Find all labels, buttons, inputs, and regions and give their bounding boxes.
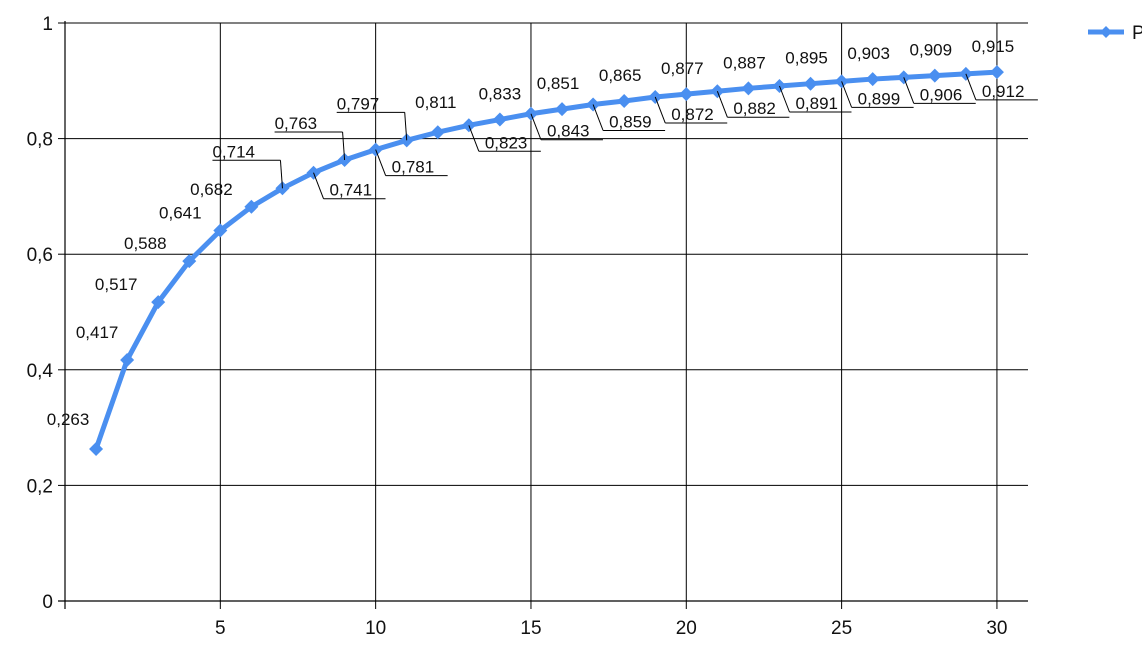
callout-leader bbox=[903, 77, 915, 104]
data-label: 0,872 bbox=[671, 105, 714, 124]
data-label: 0,763 bbox=[275, 114, 318, 133]
data-label: 0,682 bbox=[190, 180, 233, 199]
legend-label: P bbox=[1132, 23, 1142, 44]
data-label: 0,877 bbox=[661, 59, 704, 78]
data-label: 0,906 bbox=[920, 85, 963, 104]
x-tick-label: 20 bbox=[676, 618, 697, 639]
legend-marker bbox=[1100, 26, 1112, 38]
data-point bbox=[182, 254, 197, 269]
data-point bbox=[120, 352, 135, 367]
data-label: 0,641 bbox=[159, 204, 202, 223]
data-label: 0,741 bbox=[330, 181, 373, 200]
data-label: 0,797 bbox=[337, 94, 380, 113]
callout-leader bbox=[965, 73, 977, 101]
data-label: 0,895 bbox=[785, 49, 828, 68]
data-label: 0,714 bbox=[212, 142, 255, 161]
axes: 00,20,40,60,815 10 15 20 25 30 bbox=[27, 14, 1028, 639]
callout-leader bbox=[313, 172, 324, 199]
data-label: 0,865 bbox=[599, 66, 642, 85]
callout-leader bbox=[716, 91, 728, 118]
x-tick-label: 10 bbox=[365, 618, 386, 639]
data-label: 0,899 bbox=[858, 89, 901, 108]
data-point bbox=[430, 125, 445, 140]
data-label: 0,912 bbox=[982, 82, 1025, 101]
x-tick-label: 30 bbox=[986, 618, 1007, 639]
callout-leader bbox=[654, 96, 666, 124]
callout-leader bbox=[279, 160, 283, 189]
data-point bbox=[555, 102, 570, 117]
y-tick-label: 0,2 bbox=[27, 476, 53, 497]
data-label: 0,843 bbox=[547, 122, 590, 141]
data-point bbox=[989, 65, 1004, 80]
x-tick-label: 15 bbox=[520, 618, 541, 639]
data-label: 0,823 bbox=[485, 133, 528, 152]
callout-leader bbox=[468, 125, 480, 152]
y-tick-label: 0 bbox=[42, 592, 53, 613]
data-label: 0,417 bbox=[76, 323, 119, 342]
data-label: 0,887 bbox=[723, 53, 766, 72]
x-tick-label: 5 bbox=[215, 618, 226, 639]
callout-leader bbox=[404, 112, 408, 141]
data-point bbox=[617, 94, 632, 109]
callout-leader bbox=[375, 149, 387, 176]
data-label: 0,588 bbox=[124, 234, 167, 253]
data-label: 0,891 bbox=[795, 94, 838, 113]
data-label: 0,781 bbox=[392, 158, 435, 177]
data-label: 0,882 bbox=[733, 99, 776, 118]
data-point bbox=[741, 81, 756, 96]
data-point bbox=[151, 295, 166, 310]
data-point bbox=[244, 199, 259, 214]
data-point bbox=[679, 87, 694, 102]
y-tick-label: 0,8 bbox=[27, 130, 53, 151]
callout-leader bbox=[779, 85, 790, 113]
data-point bbox=[803, 76, 818, 91]
callout-leader bbox=[342, 131, 346, 161]
callout-leader bbox=[530, 113, 542, 140]
data-point bbox=[213, 223, 228, 238]
y-tick-label: 0,6 bbox=[27, 245, 53, 266]
data-label: 0,811 bbox=[415, 93, 456, 112]
data-label: 0,851 bbox=[537, 74, 580, 93]
data-labels: 0,263 0,417 0,517 0,588 0,641 0,682 0,714 0,741… bbox=[47, 37, 1038, 429]
callout-leader bbox=[841, 81, 853, 108]
data-label: 0,833 bbox=[479, 85, 522, 104]
data-point bbox=[865, 72, 880, 87]
data-label: 0,517 bbox=[95, 275, 138, 294]
data-label: 0,915 bbox=[972, 37, 1015, 56]
data-point bbox=[492, 112, 507, 127]
data-label: 0,909 bbox=[910, 41, 953, 60]
data-label: 0,903 bbox=[847, 44, 890, 63]
y-tick-label: 1 bbox=[42, 14, 53, 35]
callout-leader bbox=[592, 104, 604, 131]
grid-lines bbox=[65, 22, 1028, 609]
data-point bbox=[89, 441, 104, 456]
data-label: 0,859 bbox=[609, 112, 652, 131]
y-tick-label: 0,4 bbox=[27, 361, 54, 382]
data-label: 0,263 bbox=[47, 410, 90, 429]
legend: P bbox=[1088, 23, 1142, 44]
x-tick-label: 25 bbox=[831, 618, 852, 639]
data-point bbox=[927, 68, 942, 83]
